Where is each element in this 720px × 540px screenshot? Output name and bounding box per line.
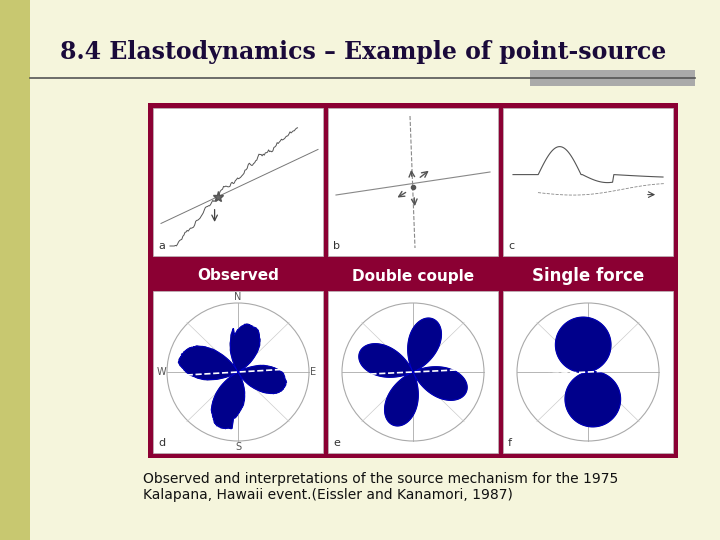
Text: E: E — [310, 367, 316, 377]
Bar — [153, 108, 323, 256]
Text: Observed: Observed — [197, 268, 279, 284]
Polygon shape — [179, 324, 287, 429]
Bar — [328, 291, 498, 453]
Bar — [530, 70, 695, 86]
Text: b: b — [333, 241, 340, 251]
Text: 8.4 Elastodynamics – Example of point-source: 8.4 Elastodynamics – Example of point-so… — [60, 40, 666, 64]
Bar — [503, 108, 673, 256]
Text: e: e — [333, 438, 340, 448]
Polygon shape — [556, 317, 621, 427]
Bar — [148, 103, 678, 458]
Text: d: d — [158, 438, 165, 448]
Text: W: W — [156, 367, 166, 377]
Text: S: S — [235, 442, 241, 452]
Text: Double couple: Double couple — [352, 268, 474, 284]
Text: a: a — [158, 241, 165, 251]
Text: Observed and interpretations of the source mechanism for the 1975: Observed and interpretations of the sour… — [143, 472, 618, 486]
Bar — [0, 0, 30, 540]
Bar — [503, 291, 673, 453]
Polygon shape — [359, 318, 467, 426]
Text: c: c — [508, 241, 514, 251]
Text: f: f — [508, 438, 512, 448]
Bar — [328, 108, 498, 256]
Text: Kalapana, Hawaii event.(Eissler and Kanamori, 1987): Kalapana, Hawaii event.(Eissler and Kana… — [143, 488, 513, 502]
Text: N: N — [234, 292, 242, 302]
Bar — [153, 291, 323, 453]
Text: Single force: Single force — [532, 267, 644, 285]
